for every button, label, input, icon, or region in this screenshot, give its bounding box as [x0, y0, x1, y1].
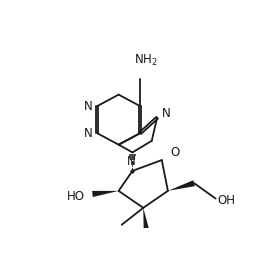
Text: N: N — [84, 127, 92, 140]
Text: N: N — [84, 100, 92, 113]
Polygon shape — [168, 180, 195, 191]
Text: N: N — [162, 107, 171, 120]
Text: O: O — [170, 146, 180, 159]
Text: N: N — [126, 155, 135, 168]
Text: OH: OH — [217, 194, 235, 207]
Polygon shape — [92, 191, 119, 197]
Text: NH$_2$: NH$_2$ — [134, 52, 158, 68]
Text: HO: HO — [67, 190, 85, 203]
Polygon shape — [143, 208, 149, 230]
